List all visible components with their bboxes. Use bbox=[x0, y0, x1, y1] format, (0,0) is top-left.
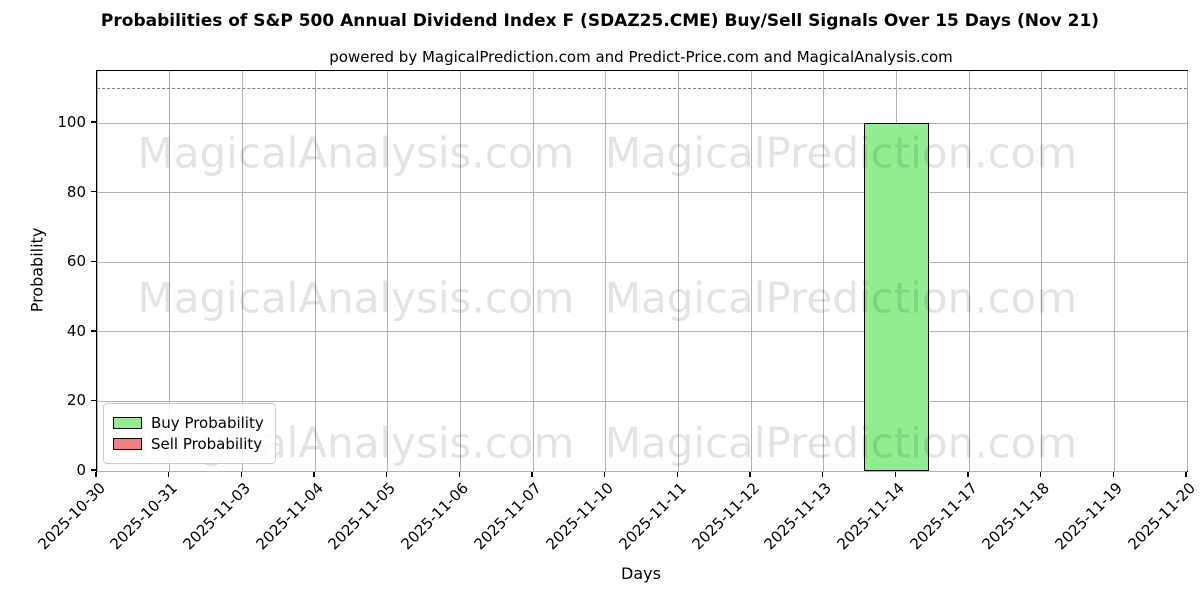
x-tick-label: 2025-11-13 bbox=[761, 479, 836, 554]
horizontal-gridline bbox=[97, 470, 1187, 472]
x-axis-label: Days bbox=[621, 564, 661, 583]
watermark-text: MagicalPrediction.com bbox=[604, 273, 1078, 323]
vertical-gridline bbox=[750, 71, 752, 471]
y-tick-label: 40 bbox=[66, 321, 86, 340]
x-tick-mark bbox=[894, 471, 897, 477]
legend: Buy Probability Sell Probability bbox=[103, 403, 276, 464]
legend-label-sell-probability: Sell Probability bbox=[151, 435, 263, 453]
vertical-gridline bbox=[1041, 71, 1043, 471]
x-tick-label: 2025-11-05 bbox=[325, 479, 400, 554]
vertical-gridline bbox=[314, 71, 316, 471]
y-tick-mark bbox=[91, 190, 96, 193]
vertical-gridline bbox=[169, 71, 171, 471]
x-tick-label: 2025-10-30 bbox=[34, 479, 109, 554]
y-tick-mark bbox=[91, 399, 96, 402]
y-tick-label: 60 bbox=[66, 252, 86, 271]
x-tick-label: 2025-11-19 bbox=[1051, 479, 1127, 554]
x-tick-label: 2025-11-10 bbox=[543, 479, 618, 554]
x-tick-label: 2025-11-04 bbox=[252, 479, 327, 554]
x-tick-mark bbox=[676, 471, 679, 477]
watermark-text: MagicalPrediction.com bbox=[604, 418, 1078, 468]
vertical-gridline bbox=[459, 71, 461, 471]
x-tick-label: 2025-11-12 bbox=[688, 479, 763, 554]
x-tick-mark bbox=[458, 471, 461, 477]
x-tick-mark bbox=[95, 471, 97, 477]
legend-item-sell-probability: Sell Probability bbox=[113, 435, 264, 453]
x-tick-label: 2025-11-14 bbox=[833, 479, 909, 554]
x-tick-mark bbox=[821, 471, 824, 477]
horizontal-gridline bbox=[97, 192, 1187, 194]
x-tick-label: 2025-11-07 bbox=[470, 479, 545, 554]
vertical-gridline bbox=[387, 71, 389, 471]
vertical-gridline bbox=[605, 71, 607, 471]
y-tick-label: 100 bbox=[57, 113, 86, 132]
vertical-gridline bbox=[532, 71, 534, 471]
horizontal-gridline bbox=[97, 400, 1187, 402]
y-tick-label: 80 bbox=[66, 182, 86, 201]
vertical-gridline bbox=[968, 71, 970, 471]
vertical-gridline bbox=[677, 71, 679, 471]
horizontal-gridline bbox=[97, 331, 1187, 333]
x-tick-mark bbox=[531, 471, 533, 477]
x-tick-mark bbox=[240, 471, 243, 477]
x-tick-label: 2025-11-03 bbox=[179, 479, 255, 554]
legend-label-buy-probability: Buy Probability bbox=[151, 414, 264, 432]
y-tick-label: 20 bbox=[66, 391, 86, 410]
x-tick-mark bbox=[385, 471, 388, 477]
watermark-text: MagicalPrediction.com bbox=[604, 128, 1078, 178]
vertical-gridline bbox=[96, 71, 98, 471]
x-tick-label: 2025-10-31 bbox=[107, 479, 182, 554]
vertical-gridline bbox=[1186, 71, 1188, 471]
legend-item-buy-probability: Buy Probability bbox=[113, 414, 264, 432]
x-tick-label: 2025-11-11 bbox=[615, 479, 691, 554]
x-tick-mark bbox=[749, 471, 751, 477]
threshold-dashed-line bbox=[97, 88, 1187, 90]
y-tick-mark bbox=[91, 121, 96, 123]
buy-probability-bar bbox=[863, 123, 930, 471]
vertical-gridline bbox=[1113, 71, 1115, 471]
plot-area: MagicalAnalysis.com MagicalPrediction.com… bbox=[96, 70, 1188, 472]
x-tick-mark bbox=[967, 471, 969, 477]
x-tick-mark bbox=[1039, 471, 1042, 477]
x-tick-mark bbox=[1112, 471, 1115, 477]
watermark-text: MagicalAnalysis.com bbox=[137, 273, 575, 323]
vertical-gridline bbox=[241, 71, 243, 471]
horizontal-gridline bbox=[97, 122, 1187, 124]
watermark-text: MagicalAnalysis.com bbox=[137, 128, 575, 178]
y-tick-label: 0 bbox=[76, 461, 86, 479]
chart-subtitle: powered by MagicalPrediction.com and Pre… bbox=[329, 48, 953, 66]
x-tick-label: 2025-11-20 bbox=[1124, 479, 1199, 554]
x-tick-label: 2025-11-18 bbox=[979, 479, 1054, 554]
vertical-gridline bbox=[823, 71, 825, 471]
y-tick-mark bbox=[91, 330, 96, 332]
y-tick-mark bbox=[91, 260, 96, 263]
horizontal-gridline bbox=[97, 261, 1187, 263]
x-tick-label: 2025-11-06 bbox=[397, 479, 473, 554]
y-axis-label: Probability bbox=[27, 227, 47, 313]
x-tick-mark bbox=[313, 471, 315, 477]
x-tick-label: 2025-11-17 bbox=[906, 479, 981, 554]
x-tick-mark bbox=[1185, 471, 1187, 477]
chart-title: Probabilities of S&P 500 Annual Dividend… bbox=[100, 11, 1100, 31]
y-tick-mark bbox=[91, 469, 96, 471]
x-tick-mark bbox=[167, 471, 170, 477]
legend-swatch-sell-probability bbox=[113, 438, 142, 450]
legend-swatch-buy-probability bbox=[113, 417, 142, 429]
x-tick-mark bbox=[603, 471, 606, 477]
